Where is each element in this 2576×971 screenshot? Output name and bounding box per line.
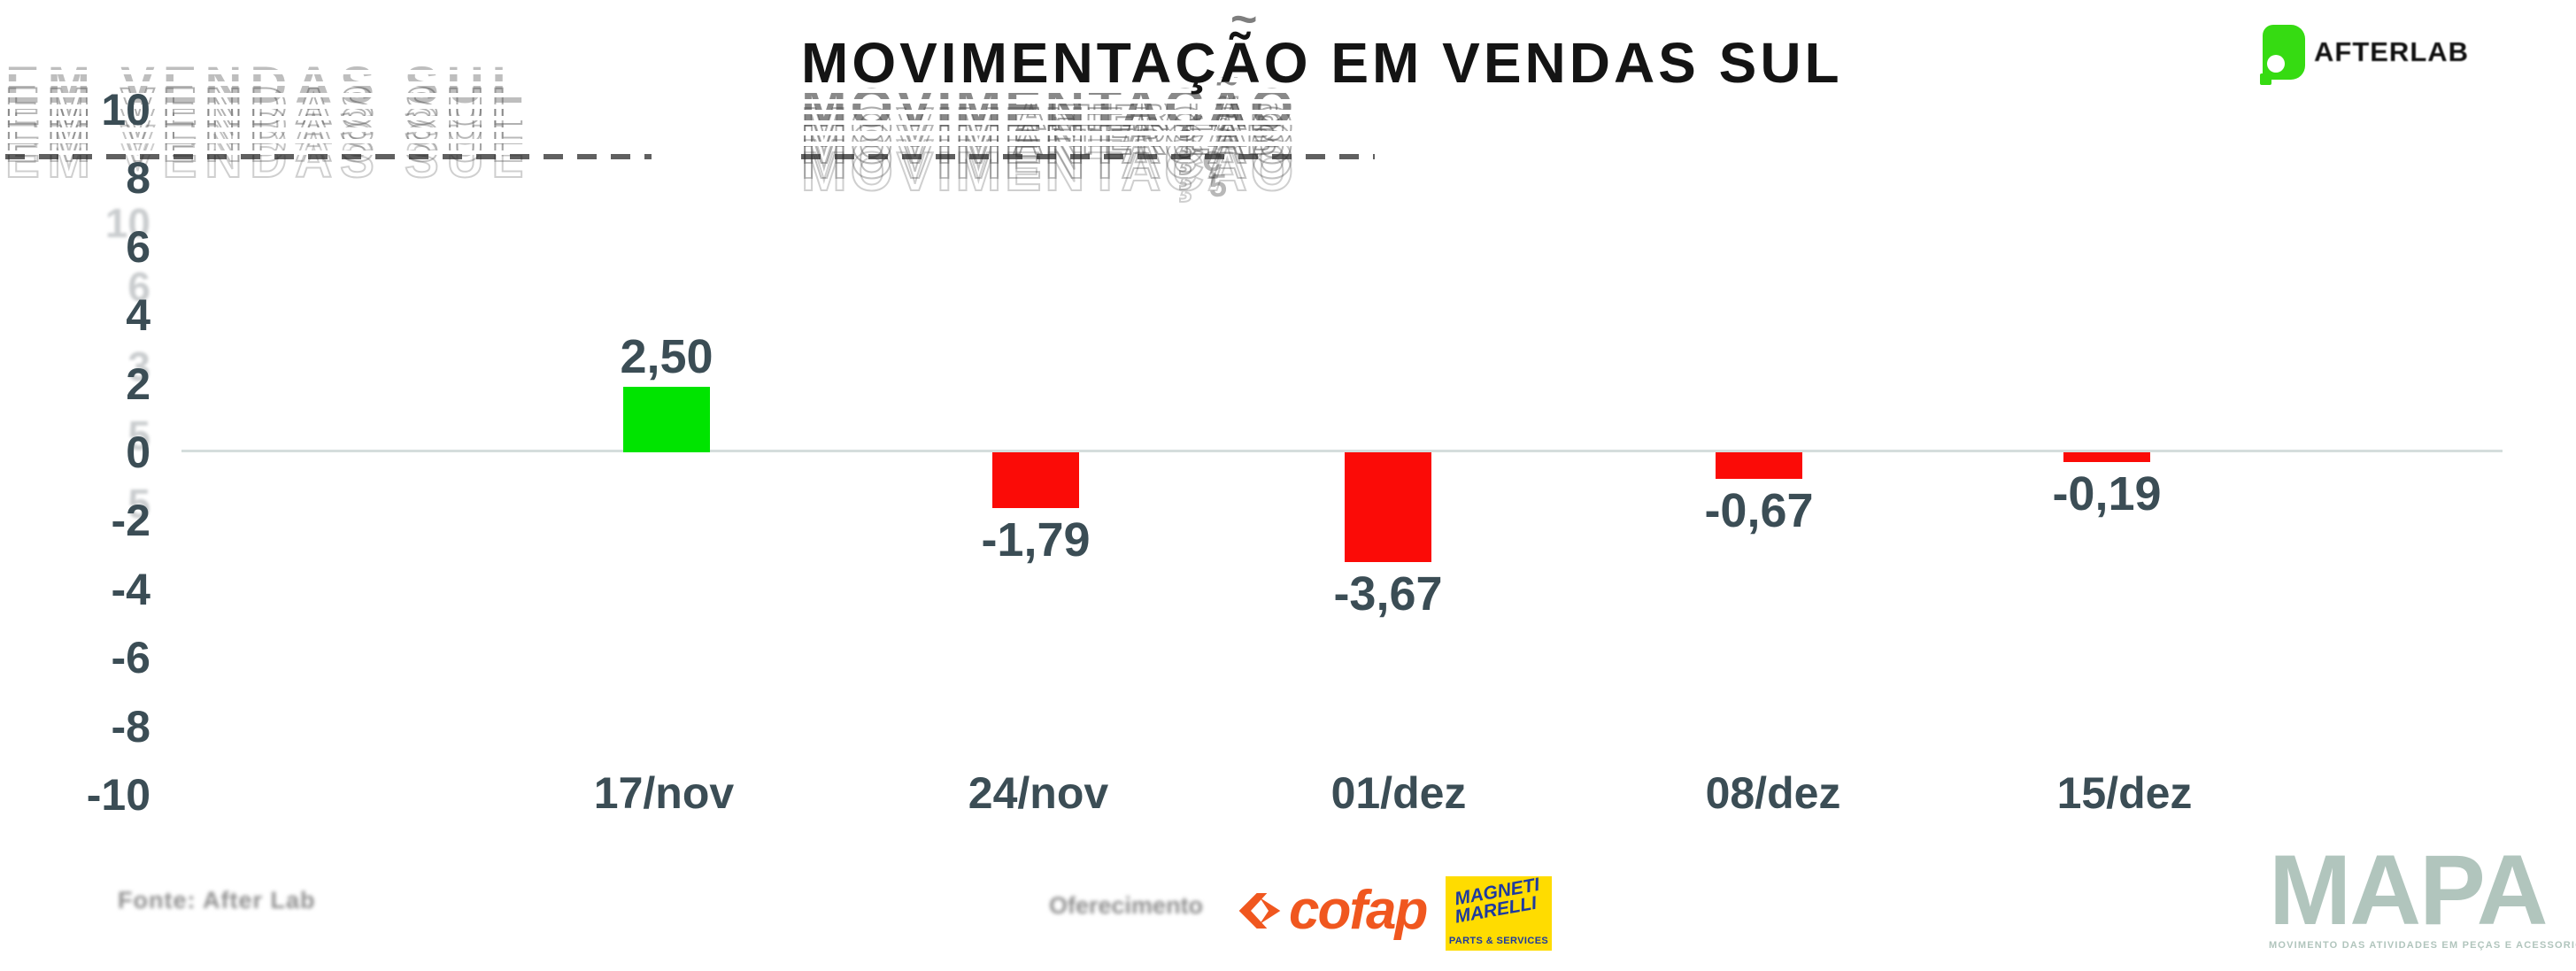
ghost-scanline bbox=[797, 131, 1399, 135]
value-label-17/nov: 2,50 bbox=[620, 330, 713, 383]
ghost-center-row: MOVIMENTAÇÃO bbox=[800, 97, 1298, 158]
value-label-01/dez: -3,67 bbox=[1333, 567, 1443, 620]
y-tick-label: -2 bbox=[111, 496, 150, 546]
mapa-tagline: MOVIMENTO DAS ATIVIDADES EM PEÇAS E ACES… bbox=[2269, 940, 2576, 951]
value-label-08/dez: -0,67 bbox=[1704, 484, 1814, 537]
y-tick-label: -4 bbox=[111, 564, 150, 614]
ghost-scanline bbox=[4, 70, 669, 74]
y-tick-label: 0 bbox=[126, 428, 150, 477]
afterlab-watermark: AFTER LAB bbox=[1012, 116, 1281, 163]
cofap-logo: cofap bbox=[1238, 880, 1428, 941]
ghost-scanline bbox=[4, 150, 669, 155]
y-tick-label: 4 bbox=[126, 290, 150, 341]
bar-17/nov bbox=[623, 387, 710, 452]
x-axis-label: 24/nov bbox=[968, 768, 1109, 818]
x-axis-label: 01/dez bbox=[1330, 768, 1467, 818]
ghost-scanline bbox=[797, 120, 1399, 125]
parts-services-label: PARTS & SERVICES bbox=[1448, 936, 1549, 946]
magneti-marelli-wordmark: MAGNETI MARELLI bbox=[1446, 876, 1552, 928]
ghost-scanline bbox=[4, 81, 669, 86]
ghost-scanline bbox=[797, 99, 1399, 104]
y-tick-label: 8 bbox=[126, 153, 150, 204]
y-tick-ghost-echo: 10 bbox=[104, 200, 150, 246]
value-label-15/dez: -0,19 bbox=[2052, 467, 2162, 520]
y-tick-label: -6 bbox=[111, 633, 150, 683]
ghost-scanline bbox=[797, 89, 1399, 93]
x-axis-label: 17/nov bbox=[593, 768, 735, 818]
afterlab-icon-hole bbox=[2267, 55, 2285, 73]
source-note: Fonte: After Lab bbox=[118, 887, 316, 913]
ghost-scanline bbox=[4, 127, 669, 132]
bar-15/dez bbox=[2063, 452, 2150, 462]
ghost-cedilla-mark: ç bbox=[1202, 137, 1223, 179]
ghost-scanline bbox=[4, 93, 669, 97]
ghost-digit-mark: 5 bbox=[1209, 167, 1228, 204]
y-tick-ghost-echo: 5 bbox=[127, 481, 150, 527]
bar-01/dez bbox=[1345, 452, 1431, 562]
value-label-24/nov: -1,79 bbox=[981, 513, 1091, 566]
ghost-scanline bbox=[4, 104, 669, 109]
ghost-tilde-mark: ~ bbox=[1230, 0, 1258, 45]
dashed-line-left bbox=[5, 154, 652, 159]
y-tick-label: -8 bbox=[111, 701, 150, 751]
ghost-scanline bbox=[797, 110, 1399, 114]
y-tick-label: 10 bbox=[101, 85, 150, 135]
mapa-wordmark: MAPA bbox=[2269, 835, 2548, 945]
bar-08/dez bbox=[1716, 452, 1802, 479]
cofap-emblem-icon bbox=[1238, 893, 1281, 929]
ghost-left-row: EM VENDAS SUL bbox=[4, 115, 531, 173]
chart-title: MOVIMENTAÇÃO EM VENDAS SUL bbox=[801, 31, 1843, 95]
bar-24/nov bbox=[992, 452, 1079, 508]
magneti-marelli-logo: MAGNETI MARELLI PARTS & SERVICES bbox=[1446, 876, 1552, 951]
afterlab-wordmark: AFTERLAB bbox=[2314, 36, 2470, 67]
sponsor-label: Oferecimento bbox=[1049, 892, 1204, 919]
x-axis-label: 15/dez bbox=[2056, 768, 2193, 818]
dashed-line-center bbox=[801, 154, 1375, 159]
ghost-center-row: MOVIMENTAÇÃO bbox=[800, 142, 1298, 203]
y-tick-ghost-echo: 6 bbox=[127, 264, 150, 310]
y-tick-ghost-echo: 3 bbox=[127, 343, 150, 389]
ghost-scanline bbox=[797, 142, 1399, 146]
x-axis-label: 08/dez bbox=[1705, 768, 1841, 818]
afterlab-icon bbox=[2260, 25, 2305, 85]
ghost-scanline bbox=[797, 78, 1399, 82]
cofap-wordmark: cofap bbox=[1289, 880, 1428, 941]
y-tick-ghost-echo: 5 bbox=[127, 412, 150, 459]
afterlab-icon-tail bbox=[2260, 73, 2271, 85]
ghost-scanline bbox=[4, 139, 669, 143]
y-tick-label: 2 bbox=[126, 358, 150, 409]
y-tick-label: 6 bbox=[126, 221, 150, 272]
mapa-logo: MAPA MOVIMENTO DAS ATIVIDADES EM PEÇAS E… bbox=[2269, 835, 2576, 952]
ghost-center-row: MOVIMENTAÇÃO bbox=[800, 129, 1298, 190]
ghost-scanline bbox=[4, 58, 669, 63]
ghost-scanline bbox=[4, 116, 669, 120]
zero-baseline bbox=[181, 450, 2503, 452]
y-tick-label: -10 bbox=[86, 770, 150, 820]
afterlab-logo: AFTERLAB bbox=[2260, 25, 2470, 85]
